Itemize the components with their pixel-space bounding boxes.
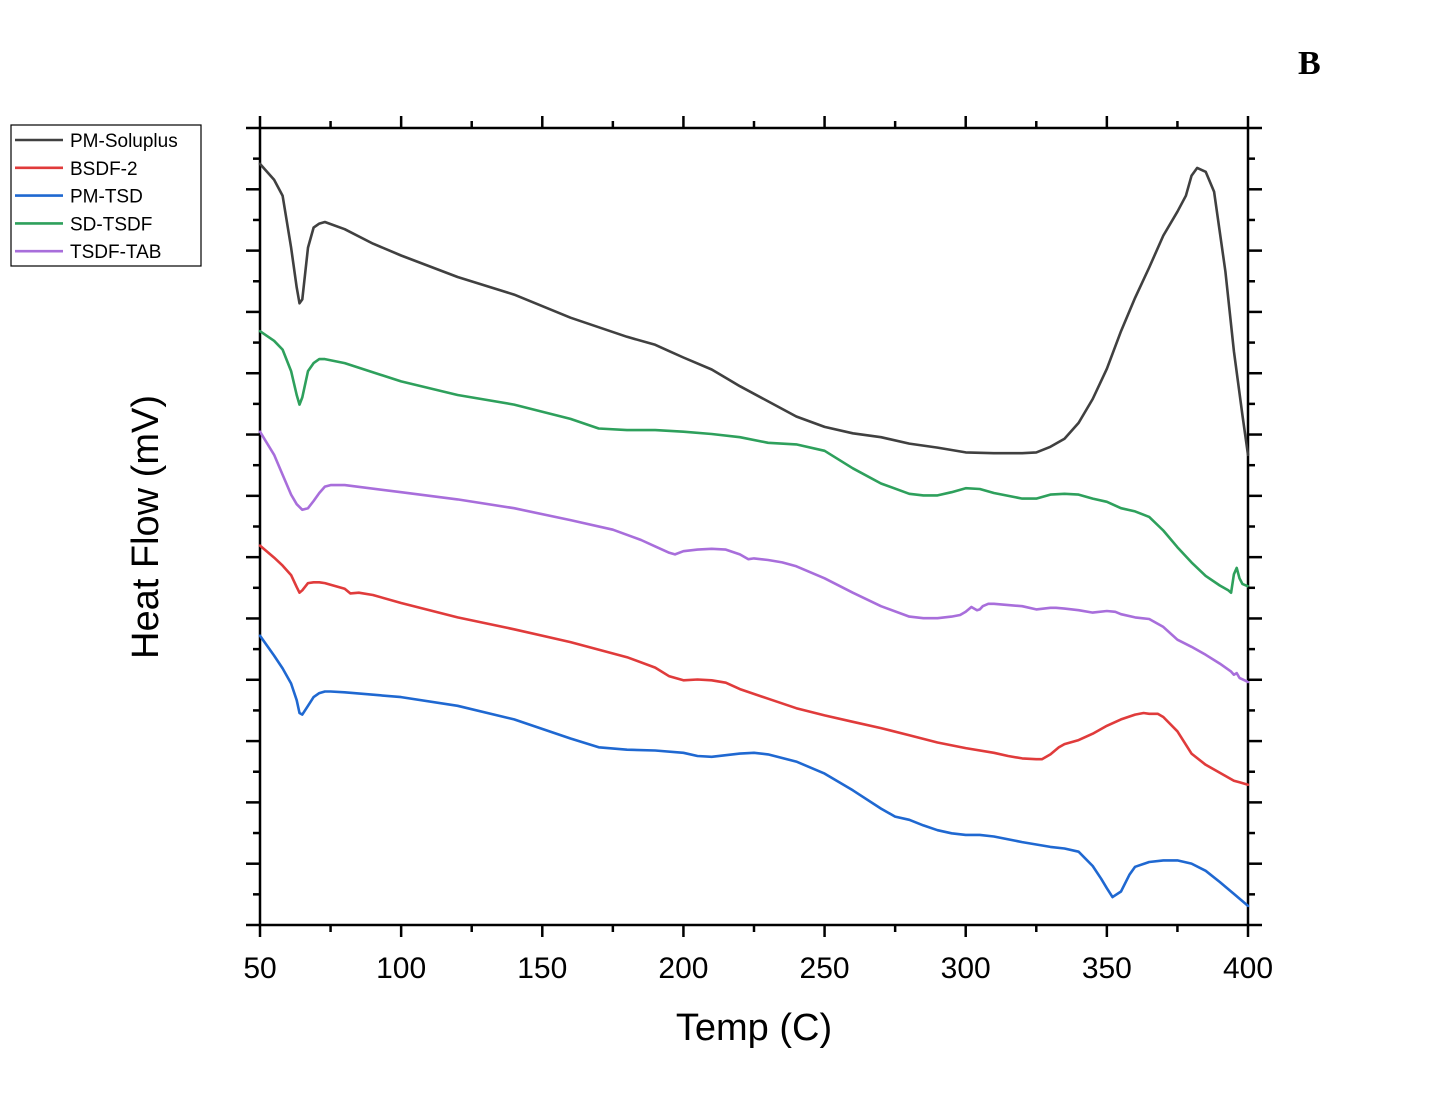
x-tick-label: 200 bbox=[658, 952, 708, 985]
x-tick-label: 100 bbox=[376, 952, 426, 985]
panel-label: B bbox=[1298, 45, 1321, 82]
y-axis-title: Heat Flow (mV) bbox=[125, 395, 167, 659]
legend-label: TSDF-TAB bbox=[70, 242, 161, 263]
legend-label: BSDF-2 bbox=[70, 159, 138, 180]
series-group bbox=[258, 162, 1250, 908]
x-tick-label: 400 bbox=[1223, 952, 1273, 985]
legend-label: SD-TSDF bbox=[70, 214, 152, 235]
legend-label: PM-TSD bbox=[70, 187, 143, 208]
x-tick-labels: 50 100 150 200 250 300 350 400 bbox=[243, 952, 1273, 985]
x-axis-title: Temp (C) bbox=[676, 1007, 832, 1049]
series-line-pm-tsd bbox=[258, 634, 1250, 908]
x-tick-label: 350 bbox=[1082, 952, 1132, 985]
series-line-tsdf-tab bbox=[258, 430, 1250, 684]
x-tick-label: 300 bbox=[941, 952, 991, 985]
x-tick-label: 250 bbox=[800, 952, 850, 985]
plot-border bbox=[258, 126, 1250, 927]
series-line-pm-soluplus bbox=[258, 162, 1250, 457]
legend: PM-Soluplus BSDF-2 PM-TSD SD-TSDF TSDF-TAB bbox=[10, 124, 202, 267]
series-line-sd-tsdf bbox=[258, 329, 1250, 594]
x-tick-label: 50 bbox=[243, 952, 276, 985]
axis-ticks bbox=[246, 116, 1262, 937]
legend-label: PM-Soluplus bbox=[70, 131, 178, 152]
x-tick-label: 150 bbox=[517, 952, 567, 985]
series-line-bsdf-2 bbox=[258, 544, 1250, 786]
plot-frame bbox=[258, 126, 1250, 927]
